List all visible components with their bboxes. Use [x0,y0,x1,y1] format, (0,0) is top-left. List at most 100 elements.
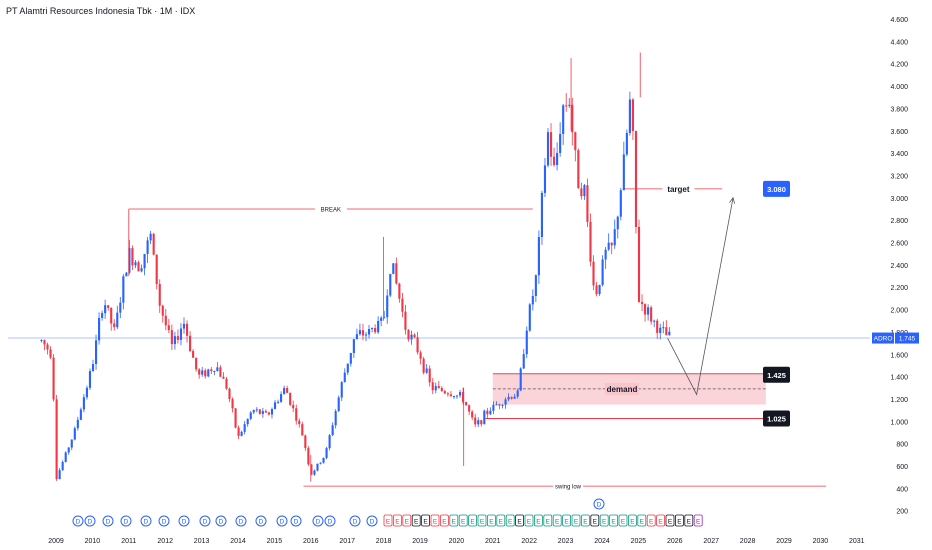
time-tick-label: 2025 [631,538,647,545]
time-tick-label: 2016 [303,538,319,545]
ticker-tag-bg [872,332,894,344]
candle-body [94,340,98,365]
earnings-marker-glyph: E [621,519,626,526]
dividend-marker-glyph: D [162,519,167,526]
price-tick-label: 1.000 [890,419,908,426]
dividend-marker-glyph: D [124,519,129,526]
candle-body [167,325,170,331]
candle-body [568,104,571,106]
time-tick-label: 2014 [230,538,246,545]
candle-body [340,382,343,398]
earnings-marker [496,514,506,527]
candle-body [434,386,437,391]
candle-body [176,336,180,340]
candle-body [595,285,598,295]
earnings-marker-glyph: E [583,519,588,526]
candle-body [374,328,377,333]
candle-body [474,417,477,425]
dividend-marker [324,515,336,527]
earnings-marker [628,514,637,527]
earnings-marker-glyph: E [499,519,504,526]
candle-body [173,336,176,345]
candle-body [540,192,544,238]
candle-body [631,99,635,131]
target-label-bg [662,182,695,195]
candle-body [240,431,243,436]
candle-body [122,276,125,303]
price-tick-label: 3.800 [890,106,908,113]
candle-body [143,253,146,269]
time-tick-label: 2027 [703,538,719,545]
candle-body [407,329,410,340]
earnings-marker-glyph: E [480,519,485,526]
earnings-marker [439,514,449,527]
candle-body [158,284,161,306]
candle-body [91,364,95,372]
earnings-marker [486,514,496,527]
candle-body [549,132,553,157]
candle-body [246,418,249,425]
candle-body [161,305,164,316]
demand-label: demand [607,385,638,394]
candle-body [377,320,380,333]
candle-body [577,150,580,189]
candle-body [301,424,304,436]
candle-body [410,334,413,340]
candle-body [452,396,456,398]
candle-body [404,311,407,330]
candle-body [437,386,440,389]
dividend-marker [255,515,267,527]
candle-body [152,233,155,255]
candle-body [286,388,289,393]
candle-body [146,240,149,254]
dividend-marker [72,515,84,527]
candle-body [255,409,258,411]
candle-body [128,248,131,273]
earnings-marker [449,514,459,527]
candle-body [398,283,401,299]
time-tick-label: 2017 [339,538,355,545]
dividend-marker-glyph: D [144,519,149,526]
candle-body [528,304,531,331]
candle-body [40,340,43,342]
candles [40,52,671,482]
candle-body [495,404,498,406]
candle-body [216,367,219,371]
candle-body [416,337,419,353]
candle-body [543,165,547,193]
candle-body [640,301,644,305]
candle-body [531,295,534,305]
candle-body [98,317,101,341]
candle-body [458,392,462,396]
earnings-marker [505,514,515,527]
time-tick-label: 2010 [85,538,101,545]
swing-low-label: swing low [555,485,582,491]
candle-body [592,261,595,286]
earnings-marker-glyph: E [527,519,532,526]
candle-body [480,420,483,425]
dividend-marker [140,515,152,527]
candle-body [659,327,662,333]
earnings-marker-glyph: E [649,519,654,526]
candle-body [228,388,231,400]
dividend-marker [158,515,170,527]
candle-body [73,428,76,440]
price-tick-label: 1.600 [890,352,908,359]
candle-body [625,132,628,155]
earnings-marker [534,514,543,527]
price-tick-label: 2.400 [890,263,908,270]
earnings-marker-glyph: E [640,519,645,526]
candle-body [185,323,189,336]
earnings-marker-glyph: E [461,519,466,526]
candle-body [52,357,55,400]
candle-body [628,99,631,133]
price-axis: 4.600 4.400 4.200 4.000 3.800 3.600 3.400 3.200… [872,17,919,516]
candle-body [234,408,237,428]
earnings-marker [402,514,412,527]
candle-body [101,313,104,318]
candle-body [204,370,207,377]
time-tick-label: 2026 [667,538,683,545]
candle-body [604,249,607,260]
price-tick-label: 3.000 [890,196,908,203]
